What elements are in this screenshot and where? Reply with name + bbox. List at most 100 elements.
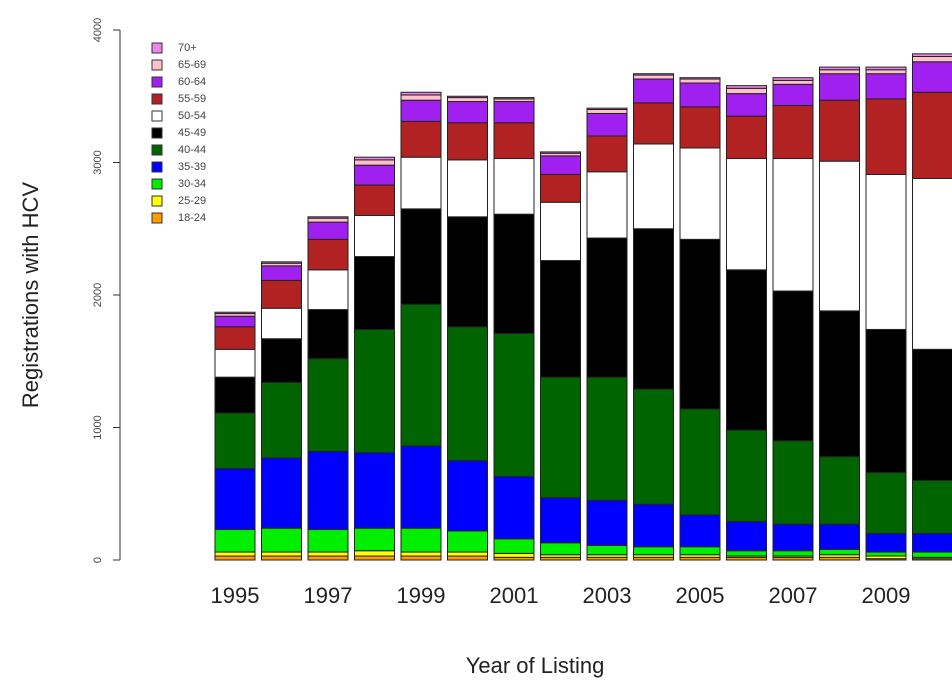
bar-segment (354, 328, 395, 454)
bar-segment (354, 215, 395, 258)
bar-segment (726, 87, 767, 95)
legend-swatch (151, 212, 163, 224)
legend-label: 25-29 (178, 195, 206, 207)
bar-segment (261, 381, 302, 459)
bar-segment (400, 156, 442, 210)
bar-segment (772, 290, 814, 442)
bar-segment (447, 216, 488, 328)
bar-segment (307, 309, 349, 360)
bar-segment (819, 310, 860, 458)
bar-segment (540, 155, 581, 175)
legend-label: 50-54 (178, 110, 206, 122)
bar-segment (307, 221, 349, 240)
legend-swatch (151, 144, 163, 156)
bar-segment (261, 265, 302, 281)
bar-segment (726, 158, 767, 271)
legend-swatch (151, 195, 163, 207)
bar-segment (493, 158, 535, 215)
bar-segment (261, 527, 302, 553)
bar-segment (261, 457, 302, 529)
bar-segment (307, 216, 349, 219)
bar-segment (447, 122, 488, 161)
bar-segment (819, 99, 860, 162)
bar-segment (726, 115, 767, 160)
bar-segment (540, 376, 581, 499)
legend-label: 18-24 (178, 212, 206, 224)
bar-segment (633, 388, 674, 505)
bar-segment (354, 256, 395, 330)
bar-segment (261, 307, 302, 340)
bar-segment (865, 98, 907, 175)
bar-segment (586, 135, 628, 173)
bar-segment (307, 269, 349, 311)
x-tick-label: 2003 (583, 583, 632, 608)
bar-segment (307, 529, 349, 553)
bar-segment (586, 109, 628, 114)
y-tick-label: 2000 (92, 283, 104, 307)
legend-swatch (151, 42, 163, 54)
bar-segment (447, 101, 488, 124)
bar-segment (819, 66, 860, 71)
bar-segment (679, 78, 721, 84)
bar-segment (679, 82, 721, 108)
bar-segment (912, 480, 952, 534)
legend-label: 70+ (178, 42, 197, 54)
bar-segment (633, 503, 674, 548)
bar-segment (400, 99, 442, 122)
bar-segment (354, 527, 395, 552)
bar-segment (261, 338, 302, 383)
legend-swatch (151, 76, 163, 88)
bar-segment (214, 551, 256, 557)
bar-segment (540, 542, 581, 556)
bar-segment (726, 85, 767, 89)
bar-segment (586, 499, 628, 546)
legend-label: 45-49 (178, 127, 206, 139)
bar-segment (493, 122, 535, 160)
bar-segment (307, 358, 349, 452)
bar-segment (819, 548, 860, 556)
bar-segment (633, 143, 674, 230)
bar-segment (493, 213, 535, 334)
x-axis-title: Year of Listing (466, 653, 605, 678)
bar-segment (726, 429, 767, 523)
bar-segment (447, 555, 488, 561)
x-tick-label: 2001 (490, 583, 539, 608)
bar-segment (912, 551, 952, 558)
bar-segment (586, 171, 628, 239)
bar-segment (493, 552, 535, 558)
bar-segment (726, 550, 767, 557)
legend-swatch (151, 110, 163, 122)
bar-segment (214, 555, 256, 561)
bar-segment (819, 160, 860, 312)
bar-segment (865, 328, 907, 474)
bar-segment (447, 159, 488, 218)
bar-segment (772, 105, 814, 160)
bar-segment (633, 73, 674, 76)
bar-segment (772, 523, 814, 552)
y-tick-label: 1000 (92, 415, 104, 439)
bar-segment (726, 269, 767, 431)
bar-segment (400, 91, 442, 96)
bar-segment (400, 94, 442, 101)
bar-segment (912, 53, 952, 57)
bar-segment (586, 237, 628, 378)
bar-segment (540, 173, 581, 203)
bar-segment (214, 348, 256, 378)
bar-segment (912, 533, 952, 553)
bar-segment (400, 551, 442, 557)
legend-label: 30-34 (178, 178, 206, 190)
bar-segment (865, 551, 907, 557)
x-tick-label: 2007 (769, 583, 818, 608)
bar-segment (214, 326, 256, 350)
y-tick-label: 4000 (92, 18, 104, 42)
y-axis-title: Registrations with HCV (18, 182, 43, 409)
bar-segment (540, 201, 581, 262)
bar-segment (214, 529, 256, 553)
legend-label: 55-59 (178, 93, 206, 105)
bar-segment (772, 440, 814, 525)
bar-segment (912, 91, 952, 179)
legend-label: 35-39 (178, 161, 206, 173)
bar-segment (772, 79, 814, 85)
